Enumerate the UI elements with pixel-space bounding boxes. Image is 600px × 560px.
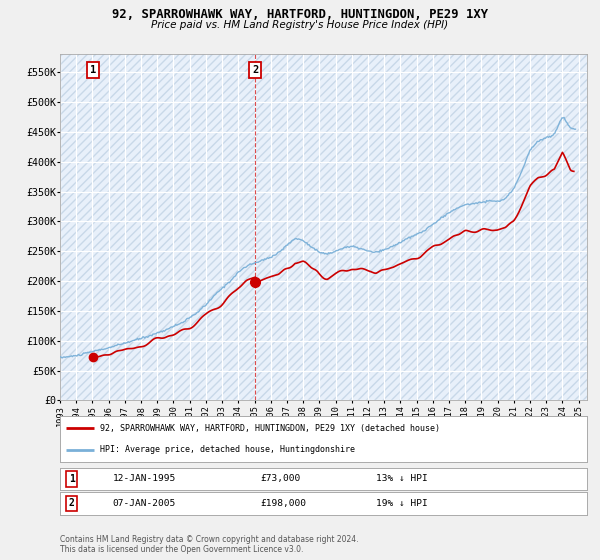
Text: 07-JAN-2005: 07-JAN-2005 (113, 499, 176, 508)
Text: 2: 2 (68, 498, 74, 508)
Text: 19% ↓ HPI: 19% ↓ HPI (376, 499, 428, 508)
Text: Contains HM Land Registry data © Crown copyright and database right 2024.
This d: Contains HM Land Registry data © Crown c… (60, 535, 359, 554)
Text: £198,000: £198,000 (260, 499, 306, 508)
Text: HPI: Average price, detached house, Huntingdonshire: HPI: Average price, detached house, Hunt… (100, 445, 355, 454)
Text: 1: 1 (68, 474, 74, 484)
Text: 2: 2 (252, 65, 258, 75)
Text: 1: 1 (90, 65, 96, 75)
Text: 92, SPARROWHAWK WAY, HARTFORD, HUNTINGDON, PE29 1XY (detached house): 92, SPARROWHAWK WAY, HARTFORD, HUNTINGDO… (100, 424, 440, 433)
Text: 13% ↓ HPI: 13% ↓ HPI (376, 474, 428, 483)
Text: Price paid vs. HM Land Registry's House Price Index (HPI): Price paid vs. HM Land Registry's House … (151, 20, 449, 30)
Text: 92, SPARROWHAWK WAY, HARTFORD, HUNTINGDON, PE29 1XY: 92, SPARROWHAWK WAY, HARTFORD, HUNTINGDO… (112, 8, 488, 21)
Text: 12-JAN-1995: 12-JAN-1995 (113, 474, 176, 483)
Text: £73,000: £73,000 (260, 474, 301, 483)
